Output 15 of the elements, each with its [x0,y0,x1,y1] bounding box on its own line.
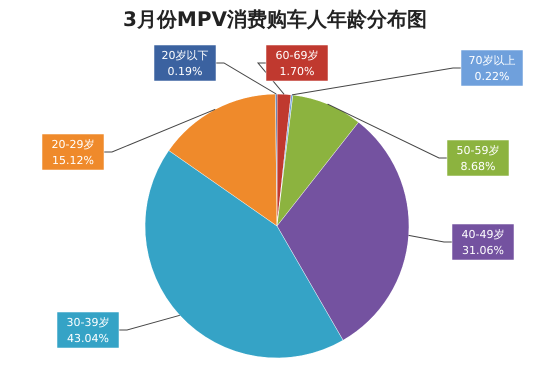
data-label: 1.70% [280,65,314,78]
data-label: 31.06% [462,244,504,257]
slice-label: 30-39岁 [66,316,110,329]
slice-label: 40-49岁 [462,228,504,241]
slice-label: 60-69岁 [276,49,318,62]
data-label: 8.68% [460,160,496,173]
slice-label: 70岁以上 [468,54,516,67]
data-label: 0.19% [168,65,202,78]
data-label: 0.22% [474,70,510,83]
data-label: 15.12% [52,154,94,167]
chart-title: 3月份MPV消费购车人年龄分布图 [122,6,428,33]
data-label: 43.04% [67,332,109,345]
slice-label: 50-59岁 [456,144,500,157]
slice-label: 20岁以下 [162,49,208,62]
slice-label: 20-29岁 [52,138,94,151]
